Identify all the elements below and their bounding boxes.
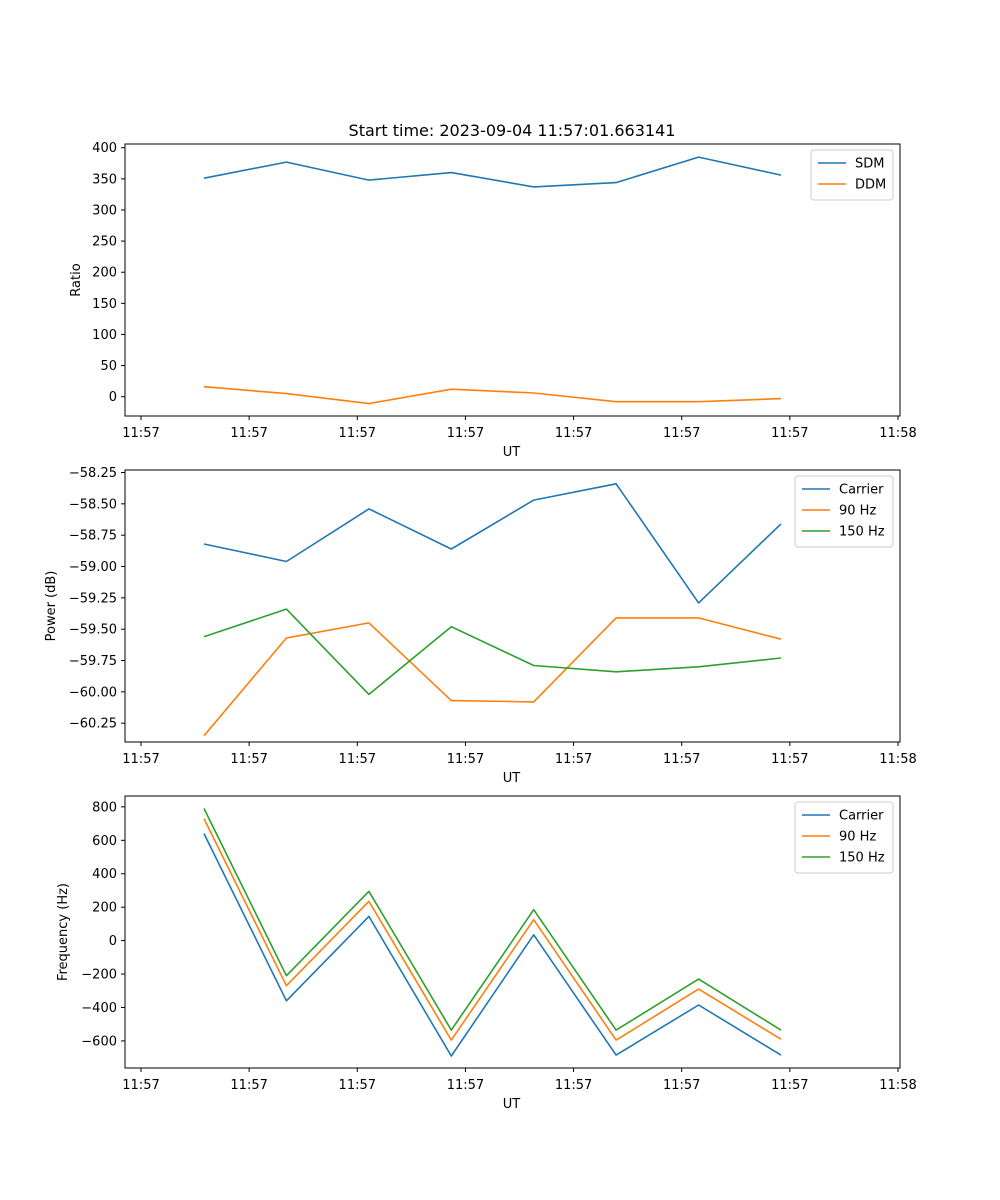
y-tick-label: −59.75: [69, 654, 117, 669]
y-axis-label: Ratio: [69, 263, 84, 296]
y-tick-label: 50: [100, 359, 117, 374]
y-tick-label: −58.25: [69, 466, 117, 481]
series-line-150-hz: [203, 808, 782, 1031]
legend: Carrier 90 Hz 150 Hz: [794, 801, 894, 874]
y-tick-label: 800: [92, 800, 117, 815]
x-tick-label: 11:57: [447, 752, 484, 767]
y-tick-label: 600: [92, 834, 117, 849]
y-tick-label: 150: [92, 297, 117, 312]
x-axis-label: UT: [503, 445, 521, 460]
x-tick-label: 11:58: [879, 426, 916, 441]
series-line-90-hz: [203, 617, 782, 737]
legend: Carrier 90 Hz 150 Hz: [794, 475, 894, 548]
y-tick-label: 400: [92, 141, 117, 156]
x-tick-label: 11:57: [122, 426, 159, 441]
y-tick-label: −600: [81, 1034, 117, 1049]
legend-label: Carrier: [839, 483, 884, 498]
x-tick-label: 11:57: [663, 752, 700, 767]
series-line-carrier: [203, 833, 782, 1057]
legend-label: DDM: [855, 178, 886, 193]
y-tick-label: 100: [92, 328, 117, 343]
chart-panels: 0 50 100 150 200 250 300 350 400 11:57 11:57 11:57 1…: [44, 141, 917, 1112]
x-tick-label: 11:57: [663, 426, 700, 441]
y-tick-label: −400: [81, 1001, 117, 1016]
y-tick-label: 0: [109, 934, 117, 949]
legend-label: 90 Hz: [839, 504, 876, 519]
legend-box: [794, 801, 894, 874]
figure-title: Start time: 2023-09-04 11:57:01.663141: [349, 121, 676, 140]
x-tick-label: 11:57: [771, 752, 808, 767]
y-tick-label: 200: [92, 901, 117, 916]
x-tick-label: 11:57: [771, 1078, 808, 1093]
series-line-150-hz: [203, 608, 782, 696]
x-axis-label: UT: [503, 1097, 521, 1112]
x-tick-label: 11:58: [879, 1078, 916, 1093]
legend: SDM DDM: [810, 149, 894, 201]
x-tick-label: 11:57: [339, 752, 376, 767]
power-panel: −60.25 −60.00 −59.75 −59.50 −59.25 −59.00 −58.…: [44, 466, 917, 786]
x-tick-label: 11:57: [555, 426, 592, 441]
legend-label: 150 Hz: [839, 525, 885, 540]
x-tick-label: 11:57: [122, 752, 159, 767]
series-line-sdm: [203, 156, 782, 188]
y-tick-label: 400: [92, 867, 117, 882]
y-tick-label: 250: [92, 235, 117, 250]
y-tick-label: 300: [92, 203, 117, 218]
legend-box: [794, 475, 894, 548]
y-axis-label: Frequency (Hz): [56, 883, 71, 981]
y-tick-label: −59.25: [69, 591, 117, 606]
y-tick-label: 0: [109, 390, 117, 405]
legend-label: 90 Hz: [839, 830, 876, 845]
x-tick-label: 11:58: [879, 752, 916, 767]
x-tick-label: 11:57: [230, 752, 267, 767]
x-axis-label: UT: [503, 771, 521, 786]
plot-frame: [124, 469, 901, 743]
series-line-ddm: [203, 385, 782, 405]
series-line-90-hz: [203, 818, 782, 1041]
frequency-panel: −600 −400 −200 0 200 400 600 800 11:57 11:57 11:57…: [56, 795, 917, 1112]
x-tick-label: 11:57: [230, 426, 267, 441]
x-tick-label: 11:57: [447, 1078, 484, 1093]
ratio-panel: 0 50 100 150 200 250 300 350 400 11:57 11:57 11:57 1…: [69, 141, 917, 460]
x-tick-label: 11:57: [555, 1078, 592, 1093]
x-tick-label: 11:57: [771, 426, 808, 441]
y-tick-label: −59.50: [69, 623, 117, 638]
series-line-carrier: [203, 482, 782, 604]
y-tick-label: −59.00: [69, 560, 117, 575]
x-tick-label: 11:57: [339, 1078, 376, 1093]
legend-label: Carrier: [839, 809, 884, 824]
plot-frame: [124, 143, 901, 417]
x-tick-label: 11:57: [122, 1078, 159, 1093]
y-tick-label: −60.00: [69, 685, 117, 700]
y-axis-label: Power (dB): [44, 571, 59, 642]
plot-frame: [124, 795, 901, 1069]
legend-label: SDM: [855, 157, 884, 172]
x-tick-label: 11:57: [230, 1078, 267, 1093]
y-tick-label: −58.75: [69, 529, 117, 544]
x-tick-label: 11:57: [663, 1078, 700, 1093]
x-tick-label: 11:57: [555, 752, 592, 767]
x-tick-label: 11:57: [339, 426, 376, 441]
y-tick-label: −200: [81, 968, 117, 983]
legend-label: 150 Hz: [839, 851, 885, 866]
y-tick-label: −60.25: [69, 717, 117, 732]
y-tick-label: 200: [92, 266, 117, 281]
x-tick-label: 11:57: [447, 426, 484, 441]
y-tick-label: 350: [92, 172, 117, 187]
y-tick-label: −58.50: [69, 497, 117, 512]
